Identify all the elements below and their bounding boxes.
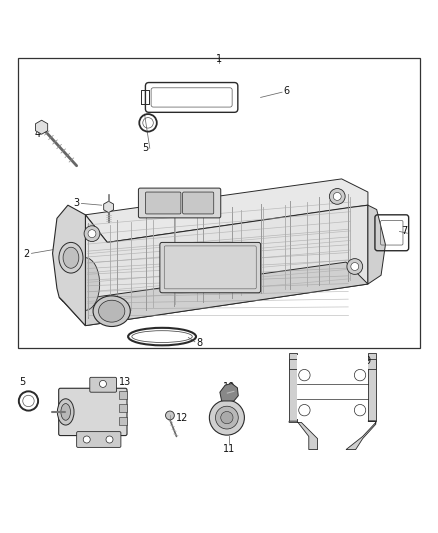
Circle shape — [299, 405, 310, 416]
Bar — [119, 417, 127, 425]
Ellipse shape — [66, 250, 105, 318]
Circle shape — [299, 369, 310, 381]
FancyBboxPatch shape — [90, 377, 117, 392]
Circle shape — [83, 436, 90, 443]
Polygon shape — [85, 205, 368, 326]
Text: 12: 12 — [176, 413, 188, 423]
Bar — [119, 404, 127, 412]
Text: 6: 6 — [284, 86, 290, 96]
Circle shape — [333, 192, 341, 200]
Circle shape — [209, 400, 244, 435]
Polygon shape — [59, 262, 368, 326]
Text: 8: 8 — [196, 338, 202, 348]
Bar — [289, 359, 376, 368]
FancyBboxPatch shape — [160, 243, 261, 293]
Ellipse shape — [99, 300, 125, 322]
Text: 9: 9 — [365, 357, 371, 366]
Circle shape — [106, 436, 113, 443]
Ellipse shape — [71, 258, 99, 310]
Polygon shape — [35, 120, 48, 134]
Bar — [289, 353, 297, 421]
Bar — [18, 59, 420, 348]
Circle shape — [84, 226, 100, 241]
Circle shape — [354, 405, 366, 416]
Circle shape — [221, 411, 233, 424]
FancyBboxPatch shape — [145, 192, 181, 214]
Text: 11: 11 — [223, 444, 235, 454]
Polygon shape — [346, 421, 376, 449]
Wedge shape — [166, 411, 174, 420]
Text: 5: 5 — [142, 143, 148, 154]
FancyBboxPatch shape — [183, 192, 214, 214]
Circle shape — [88, 230, 96, 238]
Bar — [119, 391, 127, 399]
Bar — [297, 356, 368, 419]
Text: 3: 3 — [74, 198, 80, 208]
Polygon shape — [85, 179, 368, 243]
Text: 4: 4 — [35, 129, 41, 139]
Text: 10: 10 — [223, 382, 235, 392]
Text: 7: 7 — [401, 227, 407, 237]
Ellipse shape — [93, 296, 131, 327]
Circle shape — [329, 189, 345, 204]
Text: 5: 5 — [20, 377, 26, 387]
Ellipse shape — [61, 403, 71, 420]
Polygon shape — [104, 201, 113, 213]
FancyBboxPatch shape — [77, 432, 121, 447]
FancyBboxPatch shape — [59, 388, 127, 435]
Text: 2: 2 — [24, 249, 30, 259]
Circle shape — [215, 406, 238, 429]
Ellipse shape — [63, 247, 79, 268]
Polygon shape — [53, 205, 85, 326]
Text: 13: 13 — [119, 376, 131, 386]
Circle shape — [351, 263, 359, 270]
Polygon shape — [368, 205, 385, 284]
Polygon shape — [289, 421, 318, 449]
Circle shape — [99, 381, 106, 387]
Circle shape — [347, 259, 363, 274]
Bar — [368, 353, 376, 421]
FancyBboxPatch shape — [138, 188, 221, 218]
Ellipse shape — [59, 243, 83, 273]
Text: 1: 1 — [216, 54, 222, 64]
Polygon shape — [220, 383, 238, 401]
Circle shape — [354, 369, 366, 381]
Ellipse shape — [57, 399, 74, 425]
